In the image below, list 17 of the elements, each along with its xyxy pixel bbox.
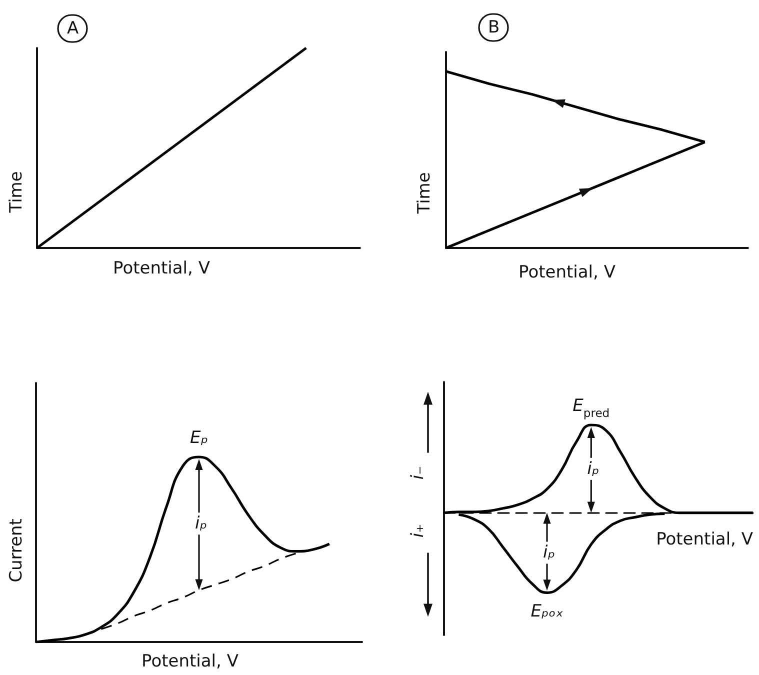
annotation: iₚ xyxy=(194,514,208,534)
text: Eₚ xyxy=(190,428,208,448)
text: E$_{pred}$ xyxy=(572,396,610,420)
text: i₊ xyxy=(408,524,428,538)
chart-title: B xyxy=(488,18,500,38)
x-axis-title: Potential, V xyxy=(113,258,210,278)
x-axis-title: Potential, V xyxy=(656,529,754,550)
text: i₋ xyxy=(408,466,428,480)
chart-title: A xyxy=(67,18,79,38)
y-axis-title: Time xyxy=(6,171,26,214)
y-axis-title: Current xyxy=(6,518,26,582)
annotation: iₚ xyxy=(542,542,556,563)
annotation: iₚ xyxy=(587,458,600,479)
x-axis-title: Potential, V xyxy=(518,262,616,282)
y-axis-title: Time xyxy=(414,172,434,215)
text: Eₚₒₓ xyxy=(530,602,564,622)
x-axis-title: Potential, V xyxy=(142,652,239,672)
